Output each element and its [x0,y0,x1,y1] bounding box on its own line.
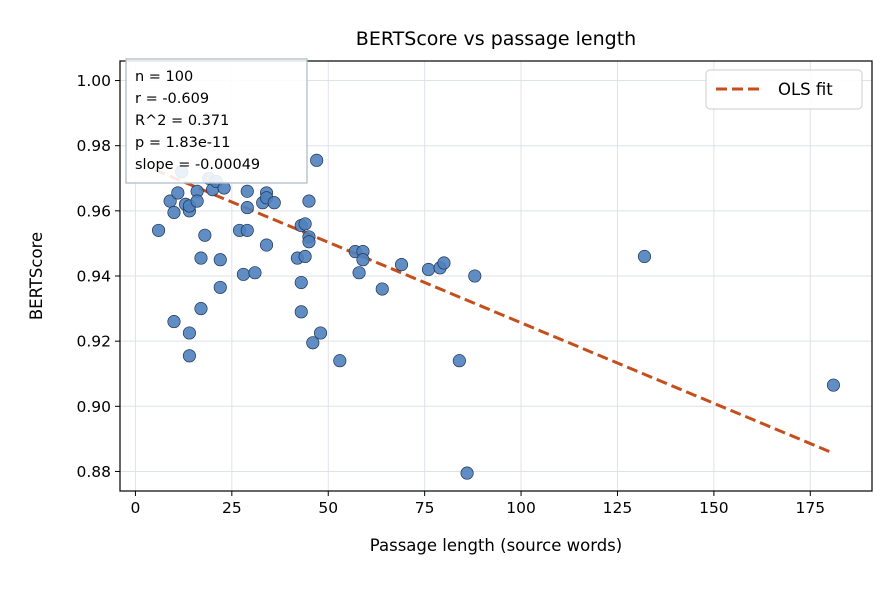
x-tick-label: 100 [506,499,536,517]
data-point [826,378,840,392]
data-point [198,228,212,242]
data-point [352,266,366,280]
data-point [240,201,254,215]
data-point [313,326,328,340]
y-tick-label: 0.88 [76,463,111,481]
data-point [333,354,347,368]
data-point [421,262,436,277]
data-point [171,186,185,200]
legend: OLS fit [705,69,863,110]
data-point [302,194,316,208]
x-tick-label: 50 [318,499,338,517]
grid-lines [120,61,872,491]
data-point [306,336,320,350]
data-point [194,251,208,265]
chart-title: BERTScore vs passage length [356,28,636,50]
stats-r-squared: R^2 = 0.371 [135,113,229,129]
data-point [213,253,227,267]
x-tick-label: 125 [603,499,633,517]
data-point [298,217,312,231]
y-tick-label: 0.90 [76,398,111,416]
x-tick-label: 0 [130,499,140,517]
data-point [182,349,196,363]
data-point [437,256,451,270]
data-point [190,194,204,208]
stats-annotation-box: n = 100 r = -0.609 R^2 = 0.371 p = 1.83e… [125,58,308,184]
axis-ticks: 0 25 50 75 100 125 150 175 0.88 0.90 0.92 0.94 0.96 0… [76,72,825,517]
x-tick-label: 25 [222,499,242,517]
y-tick-label: 0.94 [76,268,111,286]
data-point [394,258,409,272]
data-point [302,235,316,249]
data-point [375,282,389,296]
data-point [236,267,250,281]
data-point [637,249,652,264]
data-point [152,223,166,237]
data-point [240,223,254,237]
data-point [267,196,281,210]
data-point [167,205,181,220]
y-tick-label: 0.98 [76,137,111,155]
data-point [356,253,370,267]
stats-slope: slope = -0.00049 [135,157,260,173]
ols-fit-line [154,168,835,455]
data-point [298,249,312,264]
y-axis-label: BERTScore [27,232,46,320]
stats-n: n = 100 [135,69,193,85]
data-point [468,269,482,283]
data-point [294,305,308,319]
data-point [248,266,262,280]
data-points [152,153,840,480]
data-point [217,181,231,195]
data-point [310,153,324,167]
fit-line-layer [154,168,835,455]
stats-p-value: p = 1.83e-11 [135,135,230,151]
x-tick-label: 175 [796,499,826,517]
data-point [259,238,274,252]
data-point [240,184,254,198]
data-point [452,354,466,368]
data-point [194,302,208,316]
x-tick-label: 75 [415,499,435,517]
data-point [182,326,196,340]
data-point [294,275,308,290]
y-tick-label: 0.96 [76,202,111,220]
x-axis-label: Passage length (source words) [370,536,622,555]
data-point [167,315,181,329]
legend-box [705,69,863,110]
x-tick-label: 150 [699,499,729,517]
stats-r: r = -0.609 [135,91,209,107]
data-point [460,466,474,480]
legend-label-ols-fit: OLS fit [778,80,833,99]
data-point [213,280,227,294]
y-tick-label: 0.92 [76,333,111,351]
y-tick-label: 1.00 [76,72,111,90]
stats-box-background [125,58,308,184]
